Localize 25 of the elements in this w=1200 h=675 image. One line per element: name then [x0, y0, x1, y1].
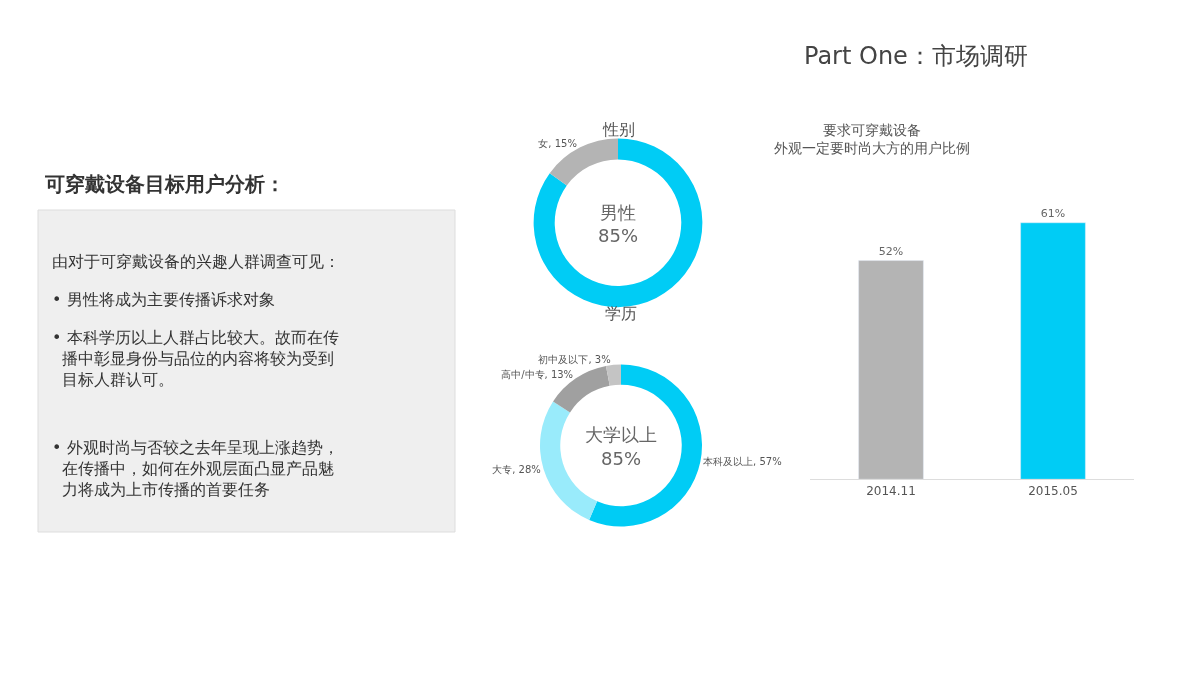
slice-label: 女, 15% [538, 137, 577, 149]
slice-label: 高中/中专, 13% [501, 368, 574, 380]
slice-label: 大专, 28% [492, 464, 541, 476]
slice-label: 初中及以下, 3% [538, 353, 611, 365]
text: 由对于可穿戴设备的兴趣人群调查可见： [52, 252, 340, 271]
text: • 本科学历以上人群占比较大。故而在传播中彰显身份与品位的内容将较为受到目标人群认可。 [52, 328, 339, 389]
slice-label: 本科及以上, 57% [703, 456, 782, 468]
data-label: 61% [1040, 206, 1066, 220]
text: • 外观时尚与否较之去年呈现上涨趋势，在传播中，如何在外观层面凸显产品魅力将成为上市传播的首要任务 [52, 438, 339, 499]
text: Part One：市场调研 [804, 42, 1028, 70]
chart-title: 性别 [602, 120, 635, 139]
x-tick-label: 2015.05 [1028, 483, 1078, 498]
text: 大学以上 85% [585, 424, 657, 469]
text: • 男性将成为主要传播诉求对象 [52, 290, 275, 309]
data-label: 52% [878, 244, 904, 258]
chart-title: 要求可穿戴设备外观一定要时尚大方的用户比例 [774, 122, 970, 157]
slice-label: 男性 [600, 201, 636, 223]
donut-slice [605, 364, 621, 386]
text: 可穿戴设备目标用户分析： [44, 172, 285, 196]
donut-slice [553, 365, 610, 413]
donut-slice [549, 138, 618, 186]
data-label: 85% [597, 224, 639, 246]
donut-slice [533, 138, 703, 308]
x-tick-label: 2014.11 [866, 483, 916, 498]
chart-title: 学历 [605, 304, 637, 323]
